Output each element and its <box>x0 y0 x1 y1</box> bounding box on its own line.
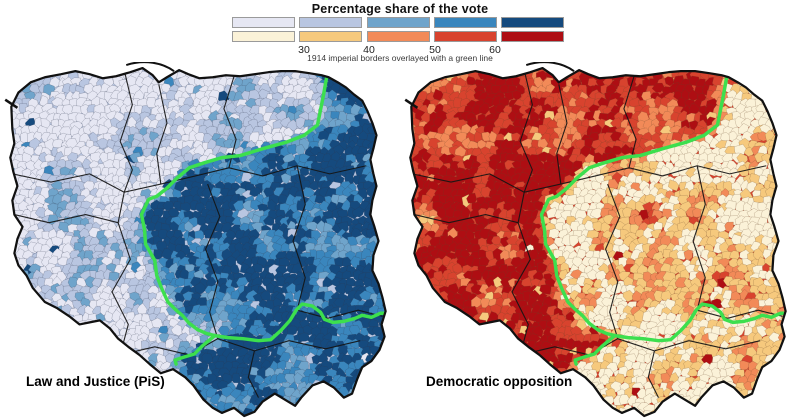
legend-swatch-red-0 <box>232 30 295 42</box>
choropleth-map-pis <box>4 62 387 418</box>
legend-swatch-blue-1 <box>299 17 363 28</box>
map-label-pis: Law and Justice (PiS) <box>26 374 165 389</box>
legend-swatch-blue-4 <box>501 17 564 28</box>
legend-swatch-red-3 <box>433 30 497 42</box>
legend-tick-50: 50 <box>429 44 441 56</box>
legend-color-scale: 30 40 50 60 <box>232 17 568 59</box>
map-panel-opposition: Democratic opposition <box>404 62 796 418</box>
legend-tick-30: 30 <box>298 44 310 56</box>
legend-swatch-red-4 <box>501 30 564 42</box>
legend-swatch-blue-0 <box>232 17 295 28</box>
map-panel-pis: Law and Justice (PiS) <box>4 62 396 418</box>
legend-swatch-red-2 <box>366 30 430 42</box>
legend-tick-60: 60 <box>489 44 501 56</box>
legend-swatch-red-1 <box>299 30 363 42</box>
legend-note: 1914 imperial borders overlayed with a g… <box>307 53 493 63</box>
legend-tick-40: 40 <box>363 44 375 56</box>
map-label-opposition: Democratic opposition <box>426 374 573 389</box>
figure-title: Percentage share of the vote <box>311 2 489 16</box>
legend-swatch-blue-3 <box>433 17 497 28</box>
legend-swatch-blue-2 <box>366 17 430 28</box>
choropleth-map-opposition <box>404 62 787 418</box>
